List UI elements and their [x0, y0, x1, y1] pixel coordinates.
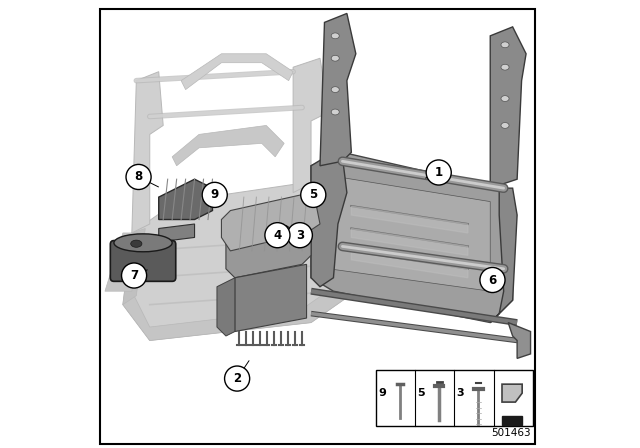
Ellipse shape — [332, 33, 339, 39]
Text: 9: 9 — [378, 388, 386, 398]
Polygon shape — [351, 206, 468, 233]
Text: 3: 3 — [457, 388, 464, 398]
Polygon shape — [235, 264, 307, 332]
Polygon shape — [320, 13, 356, 166]
Ellipse shape — [131, 240, 142, 247]
Ellipse shape — [205, 195, 216, 203]
Polygon shape — [351, 251, 468, 278]
Circle shape — [480, 267, 505, 293]
Polygon shape — [221, 193, 320, 251]
Ellipse shape — [114, 234, 172, 252]
Polygon shape — [311, 152, 347, 287]
Polygon shape — [508, 323, 531, 358]
Polygon shape — [351, 228, 468, 255]
Text: 5: 5 — [417, 388, 425, 398]
Polygon shape — [105, 233, 141, 291]
Polygon shape — [490, 188, 517, 323]
Polygon shape — [172, 125, 284, 166]
Polygon shape — [324, 175, 490, 291]
Ellipse shape — [501, 96, 509, 102]
Circle shape — [126, 164, 151, 190]
Polygon shape — [311, 152, 513, 323]
Circle shape — [301, 182, 326, 207]
Text: 4: 4 — [273, 228, 282, 242]
Polygon shape — [502, 416, 522, 425]
Ellipse shape — [501, 42, 509, 48]
Polygon shape — [159, 179, 212, 220]
Polygon shape — [132, 72, 163, 233]
Text: 7: 7 — [130, 269, 138, 282]
Circle shape — [287, 223, 312, 248]
Polygon shape — [217, 278, 235, 336]
Text: 2: 2 — [233, 372, 241, 385]
Text: 9: 9 — [211, 188, 219, 202]
Polygon shape — [123, 228, 145, 305]
Polygon shape — [293, 58, 329, 193]
Polygon shape — [342, 215, 369, 291]
Polygon shape — [123, 179, 356, 340]
Circle shape — [265, 223, 290, 248]
Polygon shape — [502, 384, 522, 402]
Circle shape — [225, 366, 250, 391]
Ellipse shape — [332, 109, 339, 115]
Ellipse shape — [332, 87, 339, 92]
Ellipse shape — [501, 123, 509, 128]
Circle shape — [426, 160, 451, 185]
Text: 5: 5 — [309, 188, 317, 202]
Polygon shape — [159, 224, 195, 242]
Text: 8: 8 — [134, 170, 143, 184]
Polygon shape — [181, 54, 293, 90]
Bar — [376, 370, 532, 426]
Text: 3: 3 — [296, 228, 304, 242]
FancyBboxPatch shape — [110, 241, 176, 281]
Ellipse shape — [501, 65, 509, 70]
Circle shape — [202, 182, 227, 207]
Ellipse shape — [332, 56, 339, 61]
Polygon shape — [490, 27, 526, 188]
Polygon shape — [226, 215, 311, 278]
Circle shape — [122, 263, 147, 288]
Text: 501463: 501463 — [491, 428, 531, 438]
Polygon shape — [123, 278, 356, 340]
Text: 1: 1 — [435, 166, 443, 179]
Text: 6: 6 — [488, 273, 497, 287]
